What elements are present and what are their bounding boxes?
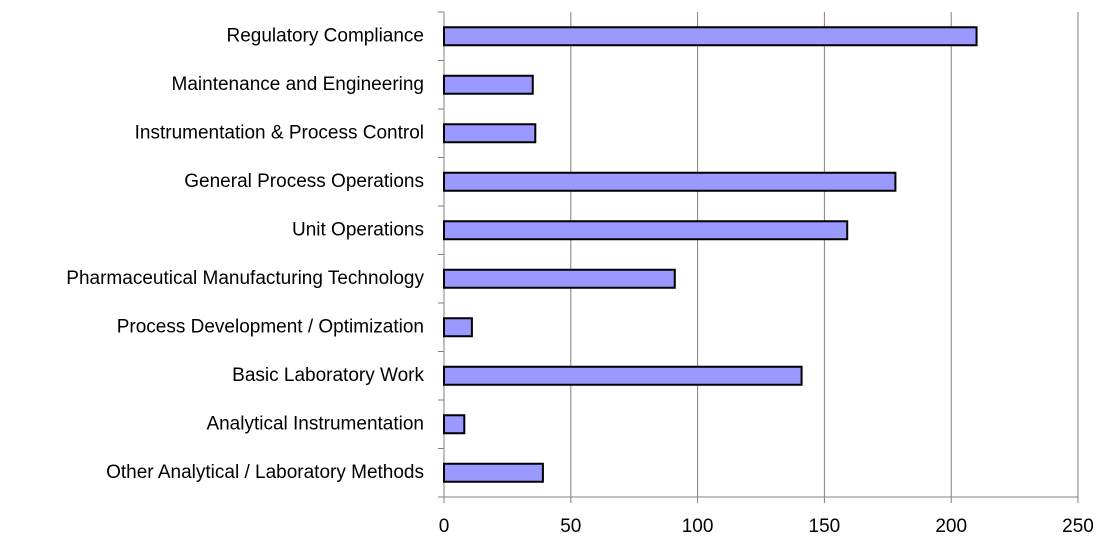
y-tick-label: Regulatory Compliance (227, 25, 425, 46)
bar (443, 171, 897, 192)
y-tick-label: Maintenance and Engineering (172, 74, 424, 95)
bar (443, 414, 466, 435)
bar (443, 365, 803, 386)
bar (443, 220, 849, 241)
y-tick-label: Other Analytical / Laboratory Methods (106, 462, 424, 483)
y-tick-label: Unit Operations (292, 219, 424, 240)
x-tick-label: 150 (809, 516, 841, 537)
y-tick-label: Instrumentation & Process Control (135, 122, 424, 143)
bar (443, 26, 978, 47)
y-tick-label: Basic Laboratory Work (232, 365, 424, 386)
bar (443, 74, 534, 95)
bar (443, 123, 537, 144)
x-tick-label: 100 (682, 516, 714, 537)
x-tick-label: 200 (935, 516, 967, 537)
y-tick-label: Process Development / Optimization (117, 316, 424, 337)
bar (443, 268, 676, 289)
x-tick-label: 0 (439, 516, 450, 537)
x-tick-label: 50 (560, 516, 581, 537)
x-tick-label: 250 (1062, 516, 1094, 537)
y-tick-label: Analytical Instrumentation (206, 413, 424, 434)
y-tick-label: General Process Operations (184, 171, 424, 192)
y-tick-label: Pharmaceutical Manufacturing Technology (66, 268, 424, 289)
bar (443, 462, 544, 483)
bar (443, 317, 473, 338)
